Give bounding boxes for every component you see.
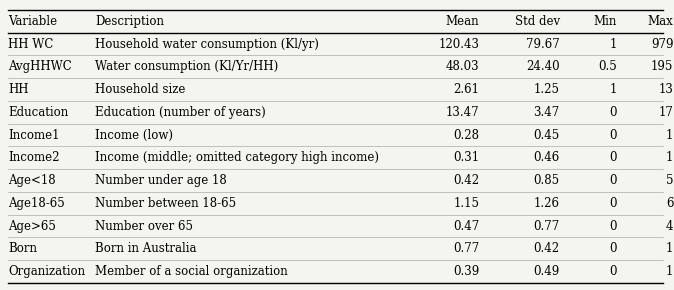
Text: 0.77: 0.77 bbox=[533, 220, 559, 233]
Text: 0.85: 0.85 bbox=[534, 174, 559, 187]
Text: 195: 195 bbox=[651, 60, 673, 73]
Text: 0.77: 0.77 bbox=[453, 242, 479, 255]
Text: 0: 0 bbox=[609, 220, 617, 233]
Text: Min: Min bbox=[593, 15, 617, 28]
Text: 0: 0 bbox=[609, 265, 617, 278]
Text: 0.45: 0.45 bbox=[533, 128, 559, 142]
Text: Number between 18-65: Number between 18-65 bbox=[95, 197, 236, 210]
Text: HH: HH bbox=[8, 83, 28, 96]
Text: 6: 6 bbox=[666, 197, 673, 210]
Text: Max: Max bbox=[648, 15, 673, 28]
Text: 5: 5 bbox=[666, 174, 673, 187]
Text: 0: 0 bbox=[609, 151, 617, 164]
Text: 0: 0 bbox=[609, 197, 617, 210]
Text: AvgHHWC: AvgHHWC bbox=[8, 60, 72, 73]
Text: Number under age 18: Number under age 18 bbox=[95, 174, 226, 187]
Text: Income (middle; omitted category high income): Income (middle; omitted category high in… bbox=[95, 151, 379, 164]
Text: 0: 0 bbox=[609, 174, 617, 187]
Text: 0.42: 0.42 bbox=[454, 174, 479, 187]
Text: 3.47: 3.47 bbox=[533, 106, 559, 119]
Text: 1.15: 1.15 bbox=[454, 197, 479, 210]
Text: 4: 4 bbox=[666, 220, 673, 233]
Text: 0: 0 bbox=[609, 106, 617, 119]
Text: 1: 1 bbox=[666, 265, 673, 278]
Text: 1: 1 bbox=[666, 128, 673, 142]
Text: 0.46: 0.46 bbox=[533, 151, 559, 164]
Text: Age18-65: Age18-65 bbox=[8, 197, 65, 210]
Text: Income1: Income1 bbox=[8, 128, 59, 142]
Text: 2.61: 2.61 bbox=[454, 83, 479, 96]
Text: Education: Education bbox=[8, 106, 68, 119]
Text: 0.31: 0.31 bbox=[454, 151, 479, 164]
Text: 0.39: 0.39 bbox=[453, 265, 479, 278]
Text: HH WC: HH WC bbox=[8, 38, 53, 51]
Text: Mean: Mean bbox=[446, 15, 479, 28]
Text: Member of a social organization: Member of a social organization bbox=[95, 265, 288, 278]
Text: 48.03: 48.03 bbox=[446, 60, 479, 73]
Text: 1.26: 1.26 bbox=[534, 197, 559, 210]
Text: 1: 1 bbox=[609, 83, 617, 96]
Text: 1: 1 bbox=[666, 151, 673, 164]
Text: Age<18: Age<18 bbox=[8, 174, 56, 187]
Text: 1.25: 1.25 bbox=[534, 83, 559, 96]
Text: 1: 1 bbox=[609, 38, 617, 51]
Text: 1: 1 bbox=[666, 242, 673, 255]
Text: 79.67: 79.67 bbox=[526, 38, 559, 51]
Text: Water consumption (Kl/Yr/HH): Water consumption (Kl/Yr/HH) bbox=[95, 60, 278, 73]
Text: Number over 65: Number over 65 bbox=[95, 220, 193, 233]
Text: 0.5: 0.5 bbox=[598, 60, 617, 73]
Text: 0.42: 0.42 bbox=[534, 242, 559, 255]
Text: 0: 0 bbox=[609, 242, 617, 255]
Text: Household size: Household size bbox=[95, 83, 185, 96]
Text: Description: Description bbox=[95, 15, 164, 28]
Text: 13.47: 13.47 bbox=[446, 106, 479, 119]
Text: Age>65: Age>65 bbox=[8, 220, 56, 233]
Text: Born: Born bbox=[8, 242, 37, 255]
Text: 0.28: 0.28 bbox=[454, 128, 479, 142]
Text: Std dev: Std dev bbox=[514, 15, 559, 28]
Text: 0.47: 0.47 bbox=[453, 220, 479, 233]
Text: Born in Australia: Born in Australia bbox=[95, 242, 197, 255]
Text: Organization: Organization bbox=[8, 265, 85, 278]
Text: 0: 0 bbox=[609, 128, 617, 142]
Text: 17: 17 bbox=[658, 106, 673, 119]
Text: 979: 979 bbox=[651, 38, 673, 51]
Text: 0.49: 0.49 bbox=[533, 265, 559, 278]
Text: 120.43: 120.43 bbox=[439, 38, 479, 51]
Text: Household water consumption (Kl/yr): Household water consumption (Kl/yr) bbox=[95, 38, 319, 51]
Text: Income (low): Income (low) bbox=[95, 128, 173, 142]
Text: Education (number of years): Education (number of years) bbox=[95, 106, 266, 119]
Text: 24.40: 24.40 bbox=[526, 60, 559, 73]
Text: 13: 13 bbox=[658, 83, 673, 96]
Text: Income2: Income2 bbox=[8, 151, 59, 164]
Text: Variable: Variable bbox=[8, 15, 57, 28]
